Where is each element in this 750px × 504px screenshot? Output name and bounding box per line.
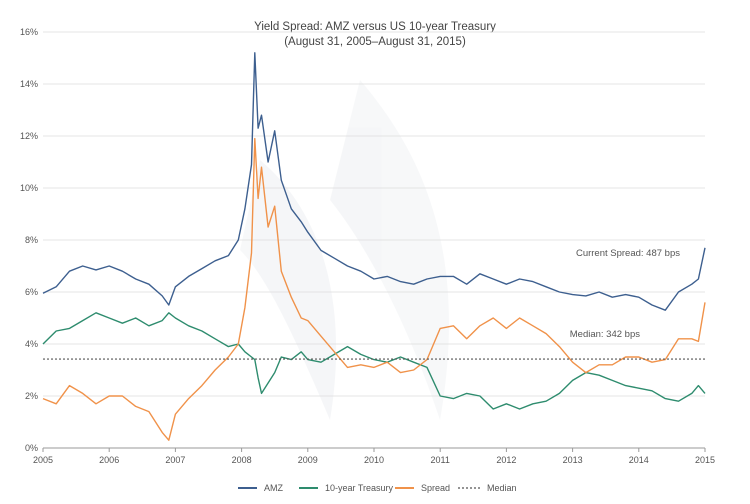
series-line-10-year-treasury [42, 312, 706, 410]
chart-title: Yield Spread: AMZ versus US 10-year Trea… [254, 21, 496, 33]
y-tick-label: 10% [20, 183, 38, 193]
y-tick-label: 16% [20, 27, 38, 37]
y-tick-label: 6% [25, 287, 38, 297]
legend-amz-label: AMZ [264, 483, 284, 493]
y-tick-label: 8% [25, 235, 38, 245]
series-line-amz [42, 52, 706, 311]
y-tick-label: 2% [25, 391, 38, 401]
x-tick-label: 2008 [232, 455, 252, 465]
x-tick-label: 2012 [496, 455, 516, 465]
legend-spread-label: Spread [421, 483, 450, 493]
x-tick-label: 2015 [695, 455, 715, 465]
x-axis-ticks: 2005 2006 2007 2008 2009 2010 2011 2012 2013 2014… [33, 448, 715, 465]
x-tick-label: 2009 [298, 455, 318, 465]
series-lines [42, 52, 706, 441]
chart-subtitle: (August 31, 2005–August 31, 2015) [284, 36, 466, 48]
y-tick-label: 4% [25, 339, 38, 349]
legend: AMZ 10-year Treasury Spread Median [238, 483, 517, 493]
gridlines [43, 31, 705, 397]
watermark-logo [240, 80, 449, 420]
x-tick-label: 2013 [563, 455, 583, 465]
y-axis-ticks: 0% 2% 4% 6% 8% 10% 12% 14% 16% [20, 27, 38, 453]
x-tick-label: 2014 [629, 455, 649, 465]
series-line-spread [42, 137, 706, 441]
legend-median-label: Median [487, 483, 517, 493]
annotation-median: Median: 342 bps [570, 329, 640, 340]
x-tick-label: 2005 [33, 455, 53, 465]
y-tick-label: 0% [25, 443, 38, 453]
legend-treasury-label: 10-year Treasury [325, 483, 394, 493]
x-tick-label: 2011 [431, 455, 450, 465]
x-tick-label: 2007 [165, 455, 185, 465]
y-tick-label: 14% [20, 79, 38, 89]
x-tick-label: 2006 [99, 455, 119, 465]
x-tick-label: 2010 [364, 455, 384, 465]
annotation-current-spread: Current Spread: 487 bps [576, 248, 680, 259]
y-tick-label: 12% [20, 131, 38, 141]
